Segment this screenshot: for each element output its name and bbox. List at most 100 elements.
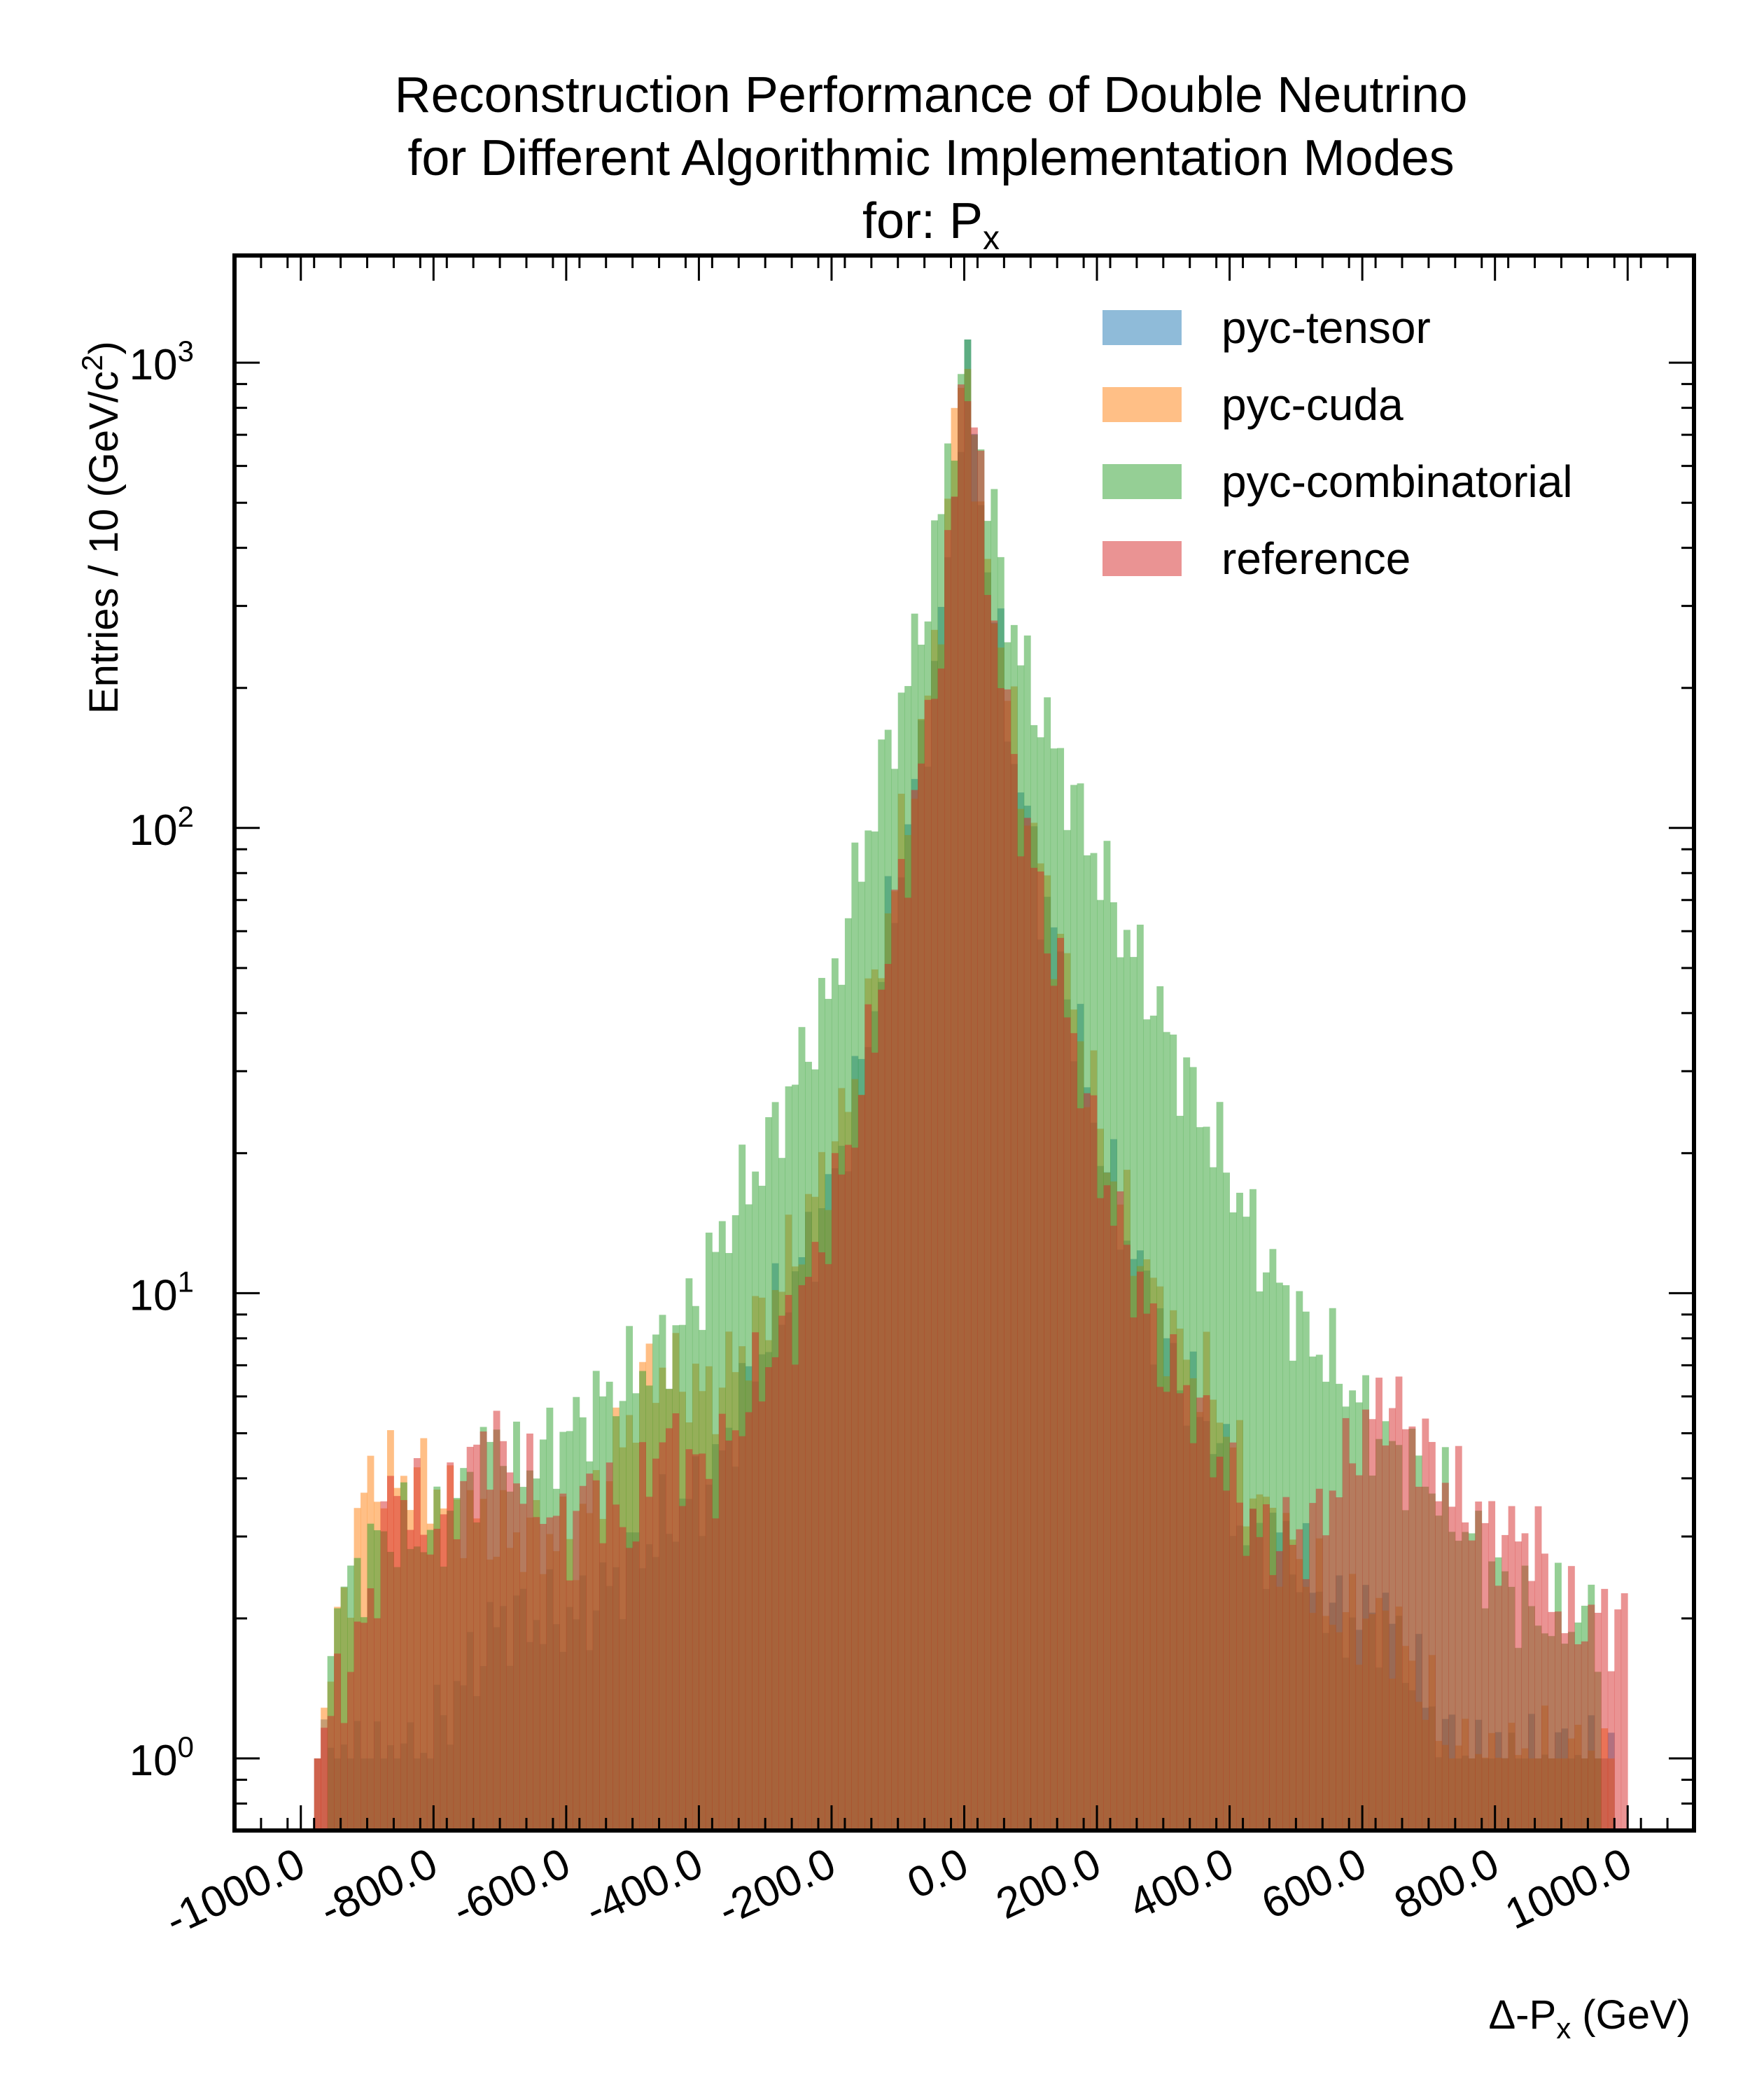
bar — [386, 1476, 394, 1830]
legend: pyc-tensor pyc-cuda pyc-combinatorial re… — [1102, 302, 1573, 584]
bar — [479, 1431, 487, 1830]
bar — [1203, 1395, 1210, 1830]
bar — [340, 1723, 348, 1830]
bar — [632, 1541, 640, 1830]
bar — [1269, 1249, 1277, 1830]
bar — [958, 384, 965, 1830]
bar — [1242, 1217, 1250, 1830]
bar — [884, 964, 892, 1830]
y-tick-base: 10 — [130, 806, 178, 855]
bar — [1355, 1475, 1363, 1830]
bar — [765, 1367, 773, 1830]
bar — [798, 1284, 806, 1830]
bar — [1541, 1553, 1548, 1830]
bar — [771, 1357, 779, 1830]
bar — [951, 496, 958, 1830]
bar — [586, 1474, 594, 1830]
bar — [878, 989, 886, 1830]
bar — [374, 1618, 381, 1830]
y-axis-label: Entries / 10 (GeV/c2) — [76, 341, 127, 714]
bar — [321, 1728, 328, 1830]
bar — [619, 1527, 626, 1830]
bar — [440, 1514, 447, 1830]
bar — [400, 1499, 407, 1830]
bar — [1269, 1575, 1277, 1830]
legend-label-pyc-cuda: pyc-cuda — [1222, 379, 1404, 430]
bar — [838, 1174, 846, 1830]
bar — [1176, 1393, 1184, 1830]
bar — [1170, 1334, 1177, 1830]
bar — [692, 1454, 699, 1830]
bar — [612, 1504, 620, 1830]
bar — [1548, 1611, 1555, 1830]
bar — [1023, 818, 1031, 1830]
bar — [645, 1497, 653, 1830]
bar — [1296, 1529, 1303, 1830]
y-tick-base: 10 — [130, 1737, 178, 1785]
bar — [354, 1621, 361, 1830]
bar — [785, 1294, 792, 1830]
bar — [573, 1511, 580, 1830]
bar — [1494, 1586, 1502, 1830]
bar — [500, 1441, 507, 1830]
bar — [924, 699, 932, 1830]
bar — [792, 1364, 799, 1830]
bar — [1063, 1017, 1071, 1830]
bar — [506, 1472, 514, 1830]
bar — [1488, 1501, 1496, 1830]
bar — [493, 1410, 500, 1830]
bar — [1462, 1522, 1469, 1830]
bar — [1389, 1408, 1396, 1830]
bar — [1010, 754, 1018, 1830]
y-tick-base: 10 — [130, 1271, 178, 1320]
bar — [1567, 1566, 1575, 1830]
bar — [652, 1458, 659, 1830]
bar — [513, 1483, 520, 1830]
bar — [1156, 1387, 1164, 1830]
bar — [1607, 1671, 1615, 1830]
bar — [964, 401, 972, 1830]
y-tick-label: 103 — [130, 335, 194, 389]
y-tick-base: 10 — [130, 341, 178, 389]
x-axis-label-unit: (GeV) — [1571, 1992, 1690, 2038]
bar — [685, 1449, 693, 1830]
bar — [1236, 1502, 1243, 1830]
title-line-3-subscript: x — [983, 220, 1000, 257]
bar — [539, 1524, 547, 1830]
bar — [825, 1264, 832, 1830]
bar — [420, 1534, 428, 1830]
bar — [1302, 1578, 1310, 1830]
bar — [533, 1517, 540, 1830]
bar — [473, 1444, 481, 1830]
x-axis-label-main: Δ-P — [1488, 1992, 1556, 2038]
bar — [1435, 1501, 1443, 1830]
bar — [752, 1332, 760, 1830]
bar — [552, 1516, 560, 1830]
bar — [1289, 1544, 1296, 1830]
bar — [997, 688, 1004, 1830]
y-tick-label: 102 — [130, 800, 194, 855]
bar — [1601, 1588, 1609, 1830]
y-tick-label: 101 — [130, 1265, 194, 1320]
bar — [1130, 1317, 1138, 1830]
bar — [672, 1413, 680, 1830]
bar — [1448, 1506, 1456, 1830]
bar — [380, 1501, 388, 1830]
bar — [1441, 1483, 1449, 1830]
bar — [918, 763, 925, 1830]
bar — [891, 889, 899, 1830]
bar — [970, 427, 978, 1830]
bar — [1574, 1644, 1582, 1830]
bar — [851, 1147, 859, 1830]
bar — [1508, 1506, 1516, 1830]
bar — [1382, 1445, 1390, 1830]
bar — [1189, 1443, 1197, 1830]
legend-label-pyc-combinatorial: pyc-combinatorial — [1222, 456, 1573, 507]
bar — [1275, 1550, 1283, 1830]
y-tick-exponent: 1 — [178, 1265, 194, 1298]
bar — [1428, 1441, 1436, 1830]
bar — [1044, 953, 1051, 1830]
bar — [1415, 1486, 1422, 1830]
y-tick-exponent: 2 — [178, 800, 194, 833]
y-axis-label-superscript: 2 — [76, 355, 108, 371]
